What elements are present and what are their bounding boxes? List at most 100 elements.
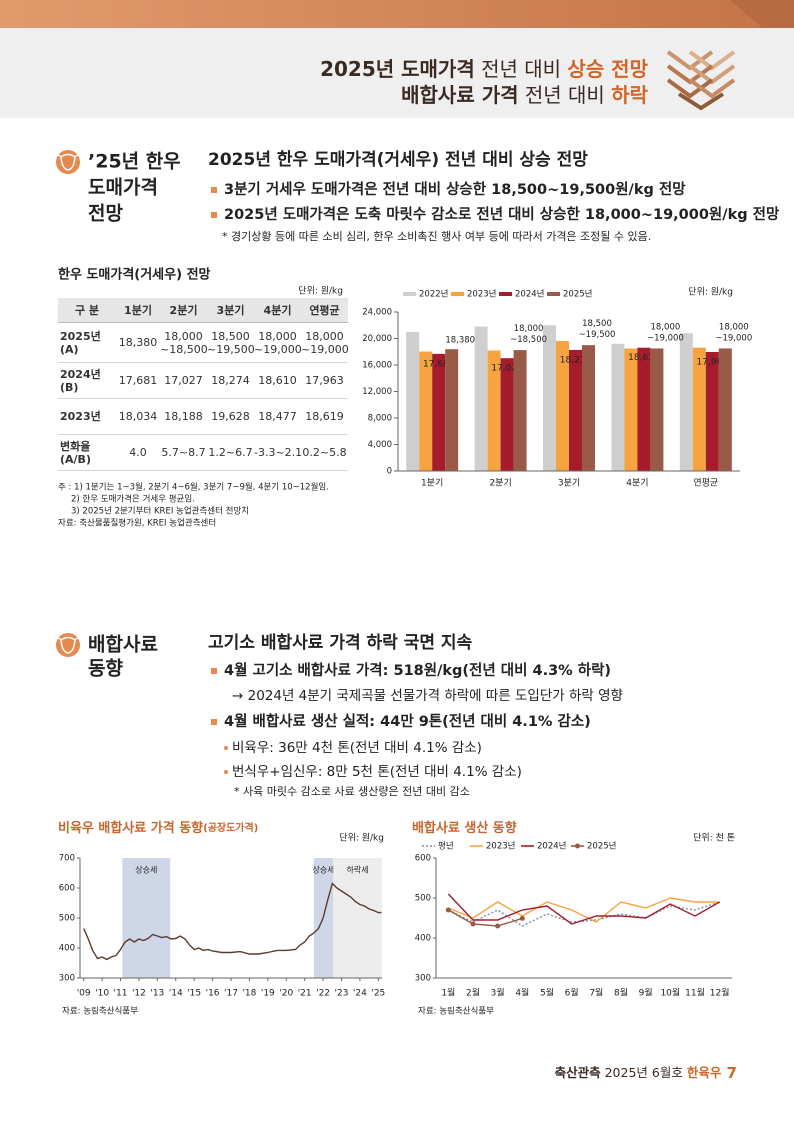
chart-title-text: 배합사료 생산 동향 (412, 820, 517, 836)
table-cell: 변화율(A/B) (58, 434, 116, 471)
legend-label: 2023년 (467, 289, 496, 300)
table-header-cell: 2분기 (160, 298, 207, 323)
table-note: 3) 2025년 2분기부터 KREI 농업관측센터 전망치 (71, 506, 249, 517)
header-title-part: 하락 (611, 83, 648, 107)
y-tick-label: 500 (59, 914, 75, 924)
x-tick-label: '14 (169, 989, 183, 999)
table-unit: 단위: 원/kg (298, 286, 343, 297)
x-tick-label: '20 (279, 989, 293, 999)
x-tick-label: 3분기 (558, 478, 580, 489)
table-cell: 18,034 (116, 398, 160, 435)
line-series (448, 897, 720, 923)
table-cell: 4.0 (116, 434, 160, 471)
header-title-part: 전년 대비 (519, 83, 612, 107)
header-title-part: 배합사료 가격 (401, 83, 518, 107)
footer-part: 한육우 (687, 1065, 722, 1080)
table-row: 2024년(B) 17,681 17,027 18,274 18,610 17,963 (58, 362, 348, 399)
bar-value-label: 18,500 ~19,500 (579, 319, 616, 340)
bar-value-label: 18,000 ~19,000 (715, 322, 752, 343)
line-marker (445, 907, 451, 913)
y-tick-label: 600 (415, 854, 431, 864)
table-row: 변화율(A/B) 4.0 5.7~8.7 1.2~6.7 -3.3~2.1 0.2~5.8 (58, 434, 348, 471)
x-tick-label: '16 (206, 989, 220, 999)
bar (705, 351, 719, 471)
shaded-band (333, 858, 382, 978)
bar (406, 331, 420, 471)
table-cell: 17,681 (116, 362, 160, 399)
x-tick-label: '12 (132, 989, 146, 999)
bar-value-label: 17,963 (697, 357, 729, 367)
chart-title: 배합사료 생산 동향 (412, 820, 517, 836)
bar (692, 347, 706, 471)
table-cell: 18,274 (207, 362, 254, 399)
x-tick-label: '15 (187, 989, 201, 999)
bar (487, 350, 501, 471)
table-cell: -3.3~2.1 (254, 434, 302, 471)
section-label: 동향 (88, 658, 123, 680)
bar-value-label: 18,610 (628, 353, 660, 363)
header-title-part: 상승 전망 (567, 57, 648, 81)
bullet-square (211, 719, 217, 725)
footer-part: 축산관측 (555, 1065, 602, 1080)
section-heading: 2025년 한우 도매가격(거세우) 전년 대비 상승 전망 (208, 150, 588, 170)
x-tick-label: '23 (335, 989, 349, 999)
line-marker (470, 921, 476, 927)
header-band (0, 28, 794, 118)
table-title: 한우 도매가격(거세우) 전망 (58, 267, 211, 283)
sub-bullet-text: 번식우+임신우: 8만 5천 톤(전년 대비 4.1% 감소) (232, 764, 522, 780)
table-cell: 18,000 ~19,000 (301, 322, 349, 363)
bar (582, 345, 595, 471)
legend-label: 2022년 (419, 289, 448, 300)
table-cell: 2023년 (58, 398, 116, 435)
bullet-text: 4월 배합사료 생산 실적: 44만 9톤(전년 대비 4.1% 감소) (224, 712, 591, 730)
table-cell: 18,188 (160, 398, 207, 435)
y-tick-label: 700 (59, 854, 75, 864)
chart-unit: 단위: 천 톤 (693, 833, 735, 844)
y-tick-label: 24,000 (362, 308, 392, 318)
bar-value-label: 17,681 (423, 359, 455, 369)
chart-source: 자료: 농림축산식품부 (418, 1006, 494, 1017)
chart-source: 자료: 농림축산식품부 (62, 1006, 138, 1017)
x-tick-label: 3월 (491, 987, 505, 999)
x-tick-label: '19 (261, 989, 275, 999)
table-header-cell: 구 분 (58, 298, 116, 323)
band-label: 하락세 (347, 865, 369, 875)
legend-label: 2025년 (563, 289, 592, 300)
y-tick-label: 400 (59, 944, 75, 954)
table-cell: 2025년(A) (58, 322, 116, 363)
x-tick-label: '24 (353, 989, 367, 999)
table-header-cell: 1분기 (116, 298, 160, 323)
y-tick-label: 12,000 (362, 387, 392, 397)
chart-unit: 단위: 원/kg (688, 287, 733, 298)
bullet-square (211, 668, 217, 674)
y-tick-label: 500 (415, 894, 431, 904)
line-series (447, 901, 720, 927)
legend-label: 2023년 (486, 841, 515, 852)
bar (445, 349, 459, 471)
bar (679, 333, 693, 471)
sub-bullet-dot (224, 770, 228, 774)
bar (543, 325, 556, 471)
footer: 축산관측 2025년 6월호 한육우 7 (555, 1064, 737, 1082)
legend-label: 2025년 (587, 841, 616, 852)
bar (569, 349, 582, 471)
x-tick-label: '18 (242, 989, 256, 999)
y-tick-label: 8,000 (368, 414, 392, 424)
x-tick-label: 8월 (614, 987, 628, 999)
band-label: 상승세 (312, 865, 334, 875)
bar (637, 347, 651, 471)
header-title-line: 배합사료 가격 전년 대비 하락 (401, 83, 648, 107)
y-tick-label: 300 (415, 974, 431, 984)
bar-value-label: 18,000 ~18,500 (510, 324, 547, 345)
top-band (0, 0, 794, 28)
section-heading: 고기소 배합사료 가격 하락 국면 지속 (208, 632, 473, 653)
section-label: 전망 (88, 203, 123, 225)
y-tick-label: 300 (59, 974, 75, 984)
header-title-part: 2025년 도매가격 (320, 57, 475, 81)
line-series (447, 909, 523, 927)
x-tick-label: 10월 (660, 987, 680, 999)
table-row: 2025년(A) 18,380 18,000 ~18,500 18,500 ~19,500… (58, 322, 349, 363)
band-label: 상승세 (135, 865, 157, 875)
price-table: 구 분 1분기 2분기 3분기 4분기 연평균 2025년(A) 18,380 18,000 ~… (58, 298, 349, 471)
